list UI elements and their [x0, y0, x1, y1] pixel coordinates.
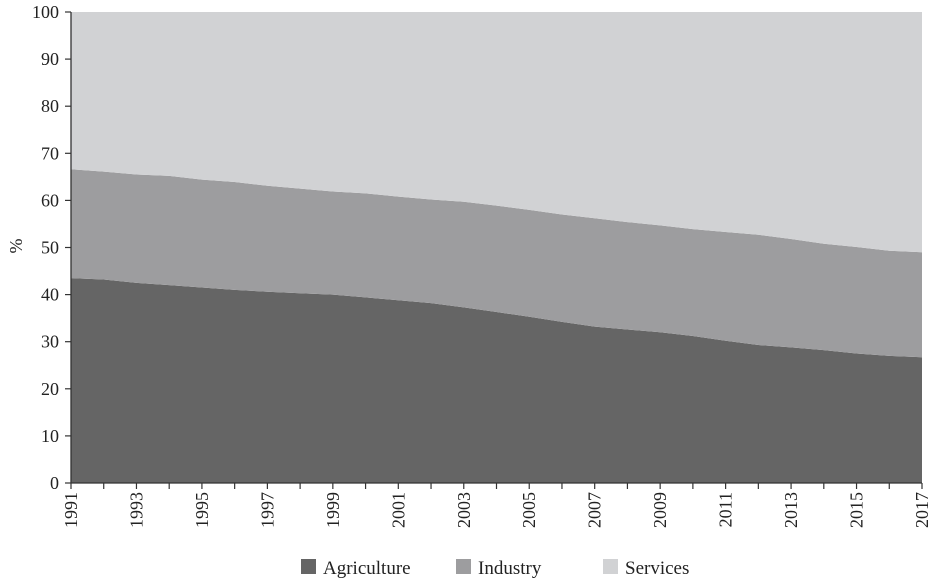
y-tick-label: 60	[41, 190, 59, 210]
y-tick-labels: 0 10 20 30 40 50 60 70 80 90 100	[32, 2, 59, 493]
x-tick-label: 1999	[323, 492, 343, 528]
axes	[65, 11, 923, 489]
legend-swatch-industry	[456, 559, 471, 574]
y-tick-label: 70	[41, 143, 59, 163]
y-tick-label: 20	[41, 379, 59, 399]
x-tick-labels: 1991 1993 1995 1997 1999 2001 2003 2005 2007 2009…	[61, 492, 929, 528]
x-tick-label: 2007	[585, 492, 605, 528]
x-tick-label: 2009	[650, 492, 670, 528]
legend: Agriculture Industry Services	[301, 558, 689, 579]
legend-label-industry: Industry	[478, 558, 542, 579]
y-tick-label: 30	[41, 332, 59, 352]
y-tick-label: 80	[41, 96, 59, 116]
x-tick-label: 2001	[388, 492, 408, 528]
x-tick-label: 1995	[192, 492, 212, 528]
x-tick-label: 1997	[257, 492, 277, 528]
legend-label-agriculture: Agriculture	[323, 558, 411, 579]
area-agriculture	[71, 278, 922, 483]
y-tick-label: 90	[41, 49, 59, 69]
legend-label-services: Services	[625, 558, 689, 579]
legend-swatch-services	[603, 559, 618, 574]
y-tick-label: 10	[41, 426, 59, 446]
area-layers	[71, 12, 922, 483]
y-tick-label: 100	[32, 2, 59, 22]
x-tick-label: 2015	[847, 492, 867, 528]
legend-swatch-agriculture	[301, 559, 316, 574]
y-tick-label: 40	[41, 285, 59, 305]
x-tick-label: 2013	[781, 492, 801, 528]
x-tick-label: 1991	[61, 492, 81, 528]
area-services	[71, 12, 922, 253]
x-tick-label: 2005	[519, 492, 539, 528]
y-tick-label: 0	[50, 473, 59, 493]
x-tick-label: 2011	[716, 492, 736, 527]
x-tick-label: 2017	[912, 492, 929, 528]
x-tick-label: 1993	[126, 492, 146, 528]
y-axis-title: %	[6, 239, 26, 254]
y-tick-label: 50	[41, 238, 59, 258]
x-tick-label: 2003	[454, 492, 474, 528]
area-industry	[71, 169, 922, 358]
